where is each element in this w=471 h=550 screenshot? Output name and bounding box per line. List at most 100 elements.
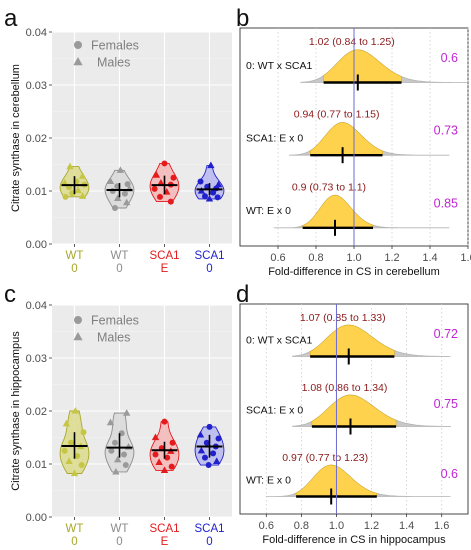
x-tick-label-line2: 0	[206, 536, 212, 548]
data-point-female	[152, 451, 159, 458]
data-point-female	[74, 453, 81, 460]
x-tick-label-line1: WT	[66, 523, 84, 535]
density-ci-fill	[310, 122, 383, 156]
violin-chart-cerebellum: 0.00 0.01 0.02 0.03 0.04 Citrate synthase in …	[10, 27, 232, 275]
estimate-label: 0.9 (0.73 to 1.1)	[292, 181, 366, 193]
x-tick-label: 0.6	[259, 520, 274, 532]
forest-chart-hippocampus: 1.07 (0.85 to 1.33) 0: WT x SCA1 0.72 1.08 …	[239, 303, 469, 546]
estimate-label: 1.08 (0.86 to 1.34)	[302, 382, 388, 394]
x-tick-label-line1: SCA1	[194, 250, 224, 262]
row-label: SCA1: E x 0	[246, 404, 303, 416]
x-tick-label: 1.0	[346, 252, 361, 264]
data-point-male	[205, 194, 214, 202]
y-tick-label: 0.00	[26, 512, 47, 524]
data-point-female	[62, 193, 69, 200]
data-point-male	[196, 430, 205, 438]
data-point-female	[215, 435, 222, 442]
data-point-male	[60, 179, 69, 186]
data-point-male	[78, 192, 87, 199]
data-point-female	[164, 454, 171, 461]
x-axis-label: Fold-difference in CS in cerebellum	[268, 266, 440, 278]
estimate-label: 0.94 (0.77 to 1.15)	[294, 109, 380, 121]
x-tick-label-line1: SCA1	[194, 523, 224, 535]
x-tick-label-line2: 0	[71, 263, 77, 275]
data-point-male	[66, 162, 74, 170]
estimate-label: 1.07 (0.85 to 1.33)	[300, 312, 386, 324]
row-label: WT: E x 0	[246, 474, 291, 486]
x-tick-label: 0.8	[308, 252, 323, 264]
data-point-male	[151, 433, 160, 441]
density-ci-fill	[323, 49, 402, 83]
data-point-female	[205, 462, 212, 469]
row-label: 0: WT x SCA1	[246, 60, 312, 72]
panel-letter-a: a	[4, 5, 18, 32]
data-point-female	[61, 447, 68, 454]
x-tick-label: 1.6	[434, 520, 449, 532]
data-point-male	[71, 407, 80, 414]
estimate-label: 0.97 (0.77 to 1.23)	[282, 452, 368, 464]
x-tick-label: 1.4	[422, 252, 437, 264]
legend-symbol-circle	[74, 41, 82, 49]
x-tick-label-line1: WT	[111, 523, 129, 535]
data-point-female	[109, 188, 116, 194]
data-point-female	[210, 450, 217, 457]
data-point-female	[121, 451, 127, 458]
forest-chart-cerebellum: 1.02 (0.84 to 1.25) 0: WT x SCA1 0.6 0.94 (…	[239, 27, 471, 278]
y-tick-label: 0.02	[26, 133, 47, 145]
x-tick-label-line2: 0	[116, 263, 122, 275]
x-tick-label: 1.4	[399, 520, 414, 532]
density-ci-fill	[311, 394, 397, 427]
x-tick-label: 1.6	[460, 252, 471, 264]
x-tick-label-line2: E	[161, 263, 169, 275]
panel-letter-c: c	[4, 281, 16, 308]
data-point-female	[151, 185, 158, 192]
y-tick-label: 0.04	[26, 300, 47, 312]
x-tick-label: 1.2	[364, 520, 379, 532]
legend-label: Females	[91, 39, 139, 53]
data-point-female	[202, 454, 208, 461]
probability-label: 0.73	[434, 124, 458, 138]
x-tick-label-line1: SCA1	[149, 523, 179, 535]
data-point-female	[202, 193, 208, 200]
data-point-female	[168, 463, 175, 470]
data-point-male	[213, 457, 221, 464]
probability-label: 0.85	[434, 196, 458, 210]
data-point-male	[123, 198, 131, 206]
data-point-female	[112, 204, 118, 211]
data-point-female	[157, 193, 163, 200]
y-tick-label: 0.04	[26, 27, 47, 39]
x-tick-label-line1: SCA1	[149, 250, 179, 262]
data-point-male	[70, 469, 79, 477]
y-tick-label: 0.00	[26, 239, 47, 251]
x-tick-label-line2: 0	[206, 263, 212, 275]
probability-label: 0.6	[441, 51, 458, 65]
probability-label: 0.75	[434, 397, 458, 411]
data-point-female	[67, 439, 74, 446]
y-tick-label: 0.02	[26, 406, 47, 418]
data-point-female	[206, 423, 213, 430]
x-tick-label-line2: 0	[116, 536, 122, 548]
data-point-female	[210, 189, 217, 196]
x-tick-label-line2: 0	[71, 536, 77, 548]
data-point-female	[167, 198, 174, 205]
data-point-male	[62, 419, 71, 427]
x-tick-label: 0.8	[294, 520, 309, 532]
data-point-male	[114, 194, 122, 202]
data-point-female	[112, 439, 118, 446]
data-point-male	[112, 467, 120, 475]
x-tick-label-line1: WT	[111, 250, 129, 262]
x-tick-label: 1.0	[329, 520, 344, 532]
legend-label: Females	[91, 314, 139, 328]
data-point-male	[207, 161, 215, 169]
y-axis-label: Citrate synthase in cerebellum	[10, 64, 22, 212]
violin-chart-hippocampus: 0.00 0.01 0.02 0.03 0.04 Citrate synthase in …	[10, 300, 232, 548]
probability-label: 0.72	[434, 327, 458, 341]
legend-label: Males	[97, 56, 130, 70]
data-point-female	[170, 174, 177, 181]
row-label: 0: WT x SCA1	[246, 334, 312, 346]
row-label: SCA1: E x 0	[246, 132, 303, 144]
x-tick-label: 1.2	[384, 252, 399, 264]
legend-label: Males	[97, 331, 130, 345]
data-point-female	[121, 190, 128, 197]
